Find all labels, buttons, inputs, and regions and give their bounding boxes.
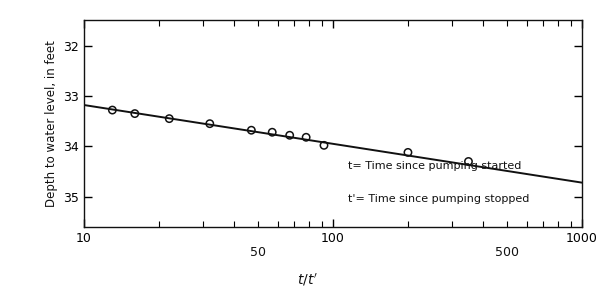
Text: t'= Time since pumping stopped: t'= Time since pumping stopped xyxy=(348,194,529,204)
Point xyxy=(247,128,256,133)
Point xyxy=(205,121,215,126)
Point xyxy=(130,111,140,116)
Point xyxy=(301,135,311,140)
Text: 50: 50 xyxy=(250,246,266,259)
Text: $\mathit{t/t'}$: $\mathit{t/t'}$ xyxy=(297,272,318,288)
Point xyxy=(164,116,174,121)
Point xyxy=(107,108,117,112)
Point xyxy=(319,143,329,148)
Point xyxy=(285,133,295,138)
Point xyxy=(403,150,413,155)
Point xyxy=(464,159,473,164)
Text: 500: 500 xyxy=(495,246,519,259)
Point xyxy=(268,130,277,134)
Y-axis label: Depth to water level, in feet: Depth to water level, in feet xyxy=(45,40,58,207)
Text: t= Time since pumping started: t= Time since pumping started xyxy=(348,161,521,171)
